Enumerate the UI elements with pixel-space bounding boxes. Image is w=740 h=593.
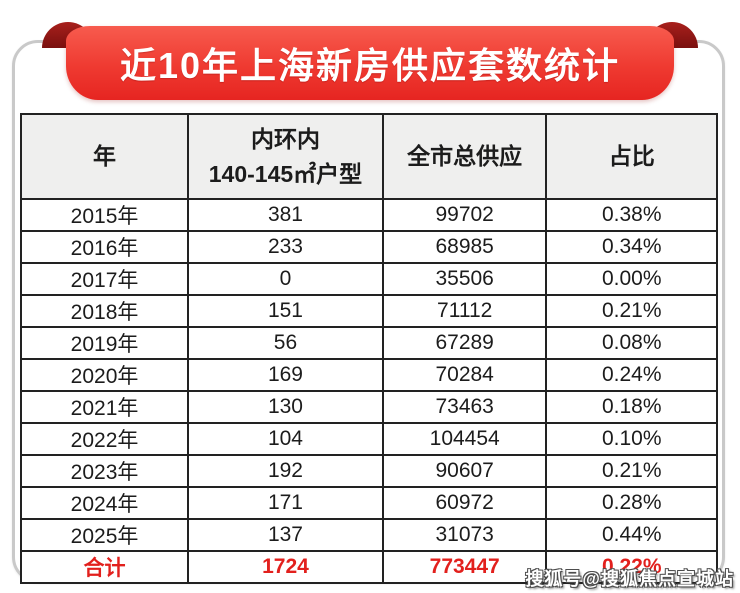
header-citywide: 全市总供应 <box>381 113 548 200</box>
header-inner-ring-line2: 140-145㎡户型 <box>208 160 363 187</box>
supply-stats-table: 年 内环内 140-145㎡户型 全市总供应 占比 2015年 381 9970… <box>19 113 718 584</box>
table-row: 2025年 137 31073 0.44% <box>19 518 718 552</box>
cell-ratio: 0.18% <box>545 390 718 424</box>
table-row: 2019年 56 67289 0.08% <box>19 326 718 360</box>
cell-inner: 56 <box>187 326 384 360</box>
cell-ratio: 0.44% <box>545 518 718 552</box>
cell-ratio: 0.21% <box>545 294 718 328</box>
cell-inner: 192 <box>187 454 384 488</box>
table-total-row: 合计 1724 773447 0.22% <box>19 550 718 584</box>
cell-ratio: 0.28% <box>545 486 718 520</box>
cell-citywide: 90607 <box>381 454 548 488</box>
ribbon-body: 近10年上海新房供应套数统计 <box>66 26 674 100</box>
cell-ratio: 0.24% <box>545 358 718 392</box>
table-row: 2018年 151 71112 0.21% <box>19 294 718 328</box>
total-ratio: 0.22% <box>545 550 718 584</box>
cell-citywide: 104454 <box>381 422 548 456</box>
page-title: 近10年上海新房供应套数统计 <box>119 45 621 86</box>
cell-year: 2024年 <box>19 486 190 520</box>
header-inner-ring: 内环内 140-145㎡户型 <box>187 113 384 200</box>
cell-citywide: 60972 <box>381 486 548 520</box>
cell-citywide: 99702 <box>381 198 548 232</box>
cell-ratio: 0.34% <box>545 230 718 264</box>
cell-inner: 104 <box>187 422 384 456</box>
table-header-row: 年 内环内 140-145㎡户型 全市总供应 占比 <box>19 113 718 200</box>
total-citywide: 773447 <box>381 550 548 584</box>
cell-year: 2025年 <box>19 518 190 552</box>
header-ratio: 占比 <box>545 113 718 200</box>
cell-year: 2015年 <box>19 198 190 232</box>
cell-inner: 381 <box>187 198 384 232</box>
watermark: 搜狐号@搜狐焦点宣城站 <box>525 569 734 589</box>
cell-ratio: 0.00% <box>545 262 718 296</box>
table-row: 2021年 130 73463 0.18% <box>19 390 718 424</box>
table-row: 2016年 233 68985 0.34% <box>19 230 718 264</box>
table-row: 2020年 169 70284 0.24% <box>19 358 718 392</box>
cell-ratio: 0.10% <box>545 422 718 456</box>
cell-citywide: 68985 <box>381 230 548 264</box>
header-inner-ring-line1: 内环内 <box>250 126 320 152</box>
cell-citywide: 73463 <box>381 390 548 424</box>
cell-ratio: 0.21% <box>545 454 718 488</box>
cell-citywide: 71112 <box>381 294 548 328</box>
cell-inner: 137 <box>187 518 384 552</box>
cell-year: 2022年 <box>19 422 190 456</box>
header-year: 年 <box>19 113 190 200</box>
cell-year: 2023年 <box>19 454 190 488</box>
table-row: 2015年 381 99702 0.38% <box>19 198 718 232</box>
cell-ratio: 0.08% <box>545 326 718 360</box>
cell-citywide: 31073 <box>381 518 548 552</box>
cell-year: 2019年 <box>19 326 190 360</box>
cell-year: 2020年 <box>19 358 190 392</box>
cell-citywide: 67289 <box>381 326 548 360</box>
cell-year: 2016年 <box>19 230 190 264</box>
cell-inner: 171 <box>187 486 384 520</box>
total-inner: 1724 <box>187 550 384 584</box>
total-label: 合计 <box>19 550 190 584</box>
table-row: 2023年 192 90607 0.21% <box>19 454 718 488</box>
cell-year: 2017年 <box>19 262 190 296</box>
cell-inner: 130 <box>187 390 384 424</box>
table-row: 2022年 104 104454 0.10% <box>19 422 718 456</box>
cell-inner: 169 <box>187 358 384 392</box>
table-row: 2024年 171 60972 0.28% <box>19 486 718 520</box>
cell-inner: 0 <box>187 262 384 296</box>
cell-inner: 233 <box>187 230 384 264</box>
cell-ratio: 0.38% <box>545 198 718 232</box>
cell-inner: 151 <box>187 294 384 328</box>
title-ribbon: 近10年上海新房供应套数统计 <box>42 14 698 104</box>
cell-citywide: 70284 <box>381 358 548 392</box>
cell-year: 2018年 <box>19 294 190 328</box>
table-row: 2017年 0 35506 0.00% <box>19 262 718 296</box>
cell-citywide: 35506 <box>381 262 548 296</box>
cell-year: 2021年 <box>19 390 190 424</box>
